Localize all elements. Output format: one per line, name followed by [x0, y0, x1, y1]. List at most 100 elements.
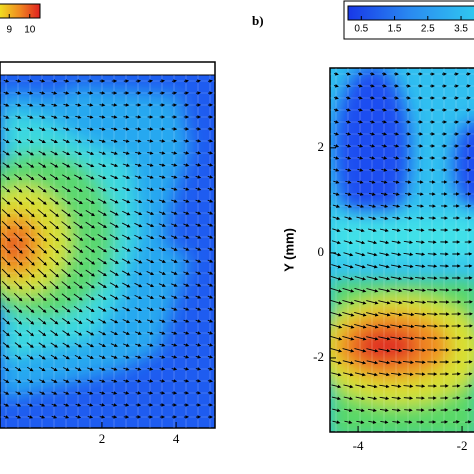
vector-arrow — [147, 139, 154, 143]
vector-arrow — [109, 258, 119, 264]
vector-arrow — [98, 163, 107, 168]
vector-arrow — [109, 210, 119, 216]
vector-arrow — [369, 108, 375, 112]
vector-arrow — [367, 228, 377, 233]
vector-arrow — [37, 220, 48, 230]
vector-arrow — [393, 108, 399, 112]
vector-arrow — [26, 329, 35, 337]
vector-arrow — [85, 186, 95, 192]
vector-arrow — [343, 384, 354, 389]
vector-arrow — [415, 264, 426, 269]
vector-arrow — [3, 391, 10, 395]
vector-arrow — [159, 379, 166, 383]
vector-arrow — [343, 264, 354, 269]
vector-arrow — [75, 379, 82, 383]
vector-arrow — [39, 79, 46, 83]
vector-arrow — [333, 156, 340, 160]
vector-arrow — [427, 264, 438, 268]
vector-arrow — [75, 391, 82, 395]
vector-arrow — [345, 180, 352, 184]
vector-arrow — [343, 372, 354, 377]
vector-arrow — [357, 120, 363, 124]
vector-arrow — [345, 132, 352, 136]
vector-arrow — [391, 264, 402, 269]
vector-arrow — [378, 360, 391, 365]
vector-arrow — [147, 391, 154, 395]
vector-arrow — [110, 175, 119, 180]
vector-arrow — [98, 151, 107, 155]
vector-arrow — [123, 355, 130, 359]
vector-arrow — [207, 307, 214, 311]
vector-arrow — [86, 367, 94, 371]
vector-arrow — [122, 151, 130, 155]
vector-arrow — [391, 240, 402, 245]
vector-arrow — [110, 186, 119, 192]
vector-arrow — [195, 175, 202, 179]
vector-arrow — [123, 139, 130, 143]
vector-arrow — [405, 168, 412, 172]
vector-arrow — [171, 295, 178, 299]
vector-arrow — [171, 139, 178, 143]
vector-arrow — [368, 420, 377, 424]
vector-arrow — [123, 379, 130, 383]
vector-arrow — [379, 228, 389, 233]
colorbar-tick-label: 1.5 — [388, 24, 402, 35]
vector-arrow — [195, 367, 202, 371]
vector-arrow — [333, 120, 339, 124]
vector-arrow — [74, 127, 82, 131]
vector-arrow — [195, 379, 202, 383]
vector-arrow — [74, 151, 83, 156]
vector-arrow — [183, 223, 190, 227]
vector-arrow — [357, 180, 364, 184]
vector-arrow — [183, 319, 190, 323]
vector-arrow — [183, 295, 190, 299]
vector-arrow — [403, 264, 414, 269]
vector-arrow — [85, 293, 95, 301]
vector-arrow — [51, 379, 58, 383]
vector-arrow — [110, 198, 119, 204]
vector-arrow — [345, 168, 352, 172]
vector-arrow — [38, 174, 47, 181]
vector-arrow — [343, 240, 354, 245]
vector-arrow — [97, 245, 108, 253]
vector-arrow — [111, 379, 118, 383]
vector-arrow — [415, 252, 426, 256]
vector-arrow — [122, 210, 131, 216]
vector-arrow — [357, 72, 363, 76]
vector-arrow — [61, 269, 72, 278]
vector-arrow — [75, 415, 82, 419]
vector-arrow — [73, 186, 83, 192]
vector-arrow — [171, 79, 177, 83]
vector-arrow — [97, 233, 108, 241]
vector-arrow — [403, 372, 414, 377]
vector-arrow — [207, 139, 214, 143]
vector-arrow — [357, 96, 363, 100]
vector-arrow — [426, 324, 438, 328]
vector-arrow — [86, 151, 95, 155]
vector-arrow — [369, 144, 376, 148]
vector-arrow — [414, 348, 426, 352]
vector-arrow — [207, 151, 214, 155]
vector-arrow — [393, 132, 400, 136]
vector-arrow — [99, 415, 106, 419]
vector-arrow — [110, 163, 119, 167]
vector-arrow — [345, 120, 351, 124]
vector-arrow — [158, 199, 166, 203]
vector-arrow — [345, 108, 351, 112]
vector-arrow — [368, 216, 377, 220]
vector-arrow — [3, 115, 10, 119]
vector-arrow — [355, 408, 365, 413]
vector-arrow — [99, 127, 106, 131]
vector-arrow — [27, 103, 34, 107]
vector-arrow — [207, 283, 214, 287]
vector-arrow — [390, 288, 403, 293]
vector-arrow — [333, 96, 339, 100]
vector-arrow — [49, 209, 60, 217]
vector-arrow — [123, 391, 130, 395]
vector-arrow — [183, 79, 189, 83]
vector-arrow — [87, 103, 94, 107]
vector-arrow — [366, 360, 379, 365]
vector-arrow — [195, 223, 202, 227]
vector-arrow — [134, 175, 142, 179]
vector-arrow — [333, 168, 340, 172]
